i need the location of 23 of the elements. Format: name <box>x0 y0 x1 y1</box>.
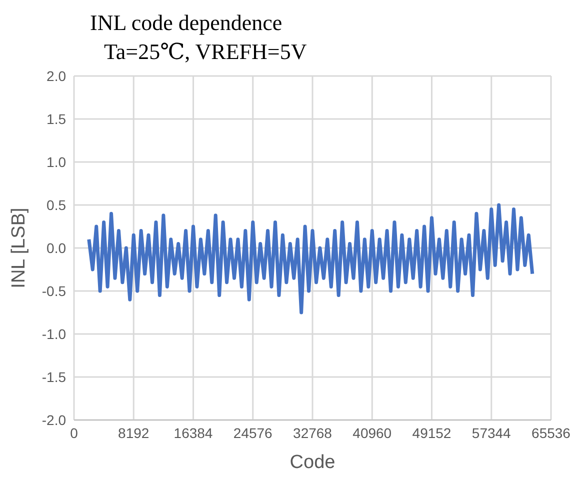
x-tick-label: 49152 <box>412 424 452 441</box>
y-tick-label: 2.0 <box>46 68 66 84</box>
y-tick-label: 1.5 <box>46 110 66 127</box>
y-tick-label: -1.0 <box>42 326 66 342</box>
x-tick-label: 8192 <box>118 424 150 441</box>
y-tick-label: 0.5 <box>46 196 66 213</box>
chart-title: INL code dependence <box>90 9 284 37</box>
y-axis-title: INL [LSB] <box>8 208 30 288</box>
x-tick-label: 57344 <box>472 424 512 441</box>
y-tick-label: -0.5 <box>42 282 66 299</box>
y-tick-label: 1.0 <box>46 154 66 170</box>
x-tick-label: 32768 <box>293 424 332 441</box>
x-tick-label: 16384 <box>174 424 213 441</box>
chart-subtitle: Ta=25℃, VREFH=5V <box>103 38 308 66</box>
x-tick-label: 65536 <box>532 424 571 441</box>
y-tick-label: 0.0 <box>46 240 66 256</box>
x-axis-title: Code <box>290 452 336 473</box>
line-series <box>87 203 534 314</box>
x-tick-label: 40960 <box>352 424 392 441</box>
y-tick-label: -2.0 <box>42 412 66 428</box>
y-tick-label: -1.5 <box>42 368 66 385</box>
x-tick-label: 0 <box>70 424 78 441</box>
x-tick-label: 24576 <box>233 424 273 441</box>
